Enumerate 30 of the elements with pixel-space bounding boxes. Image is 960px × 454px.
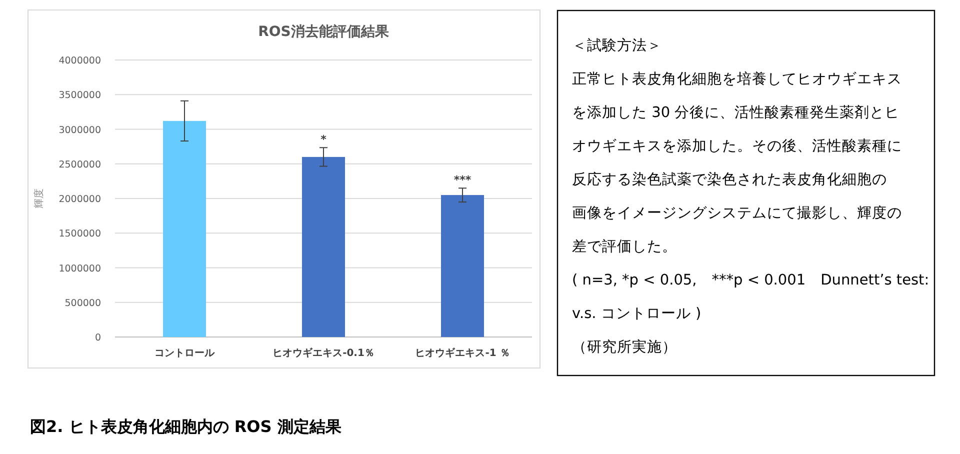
y-tick-label: 3500000 — [58, 90, 101, 102]
y-tick-label: 1500000 — [58, 228, 101, 240]
y-axis-title: 輝度 — [33, 188, 45, 208]
text: 画像をイメージングシステムにて撮影し、輝度の — [572, 204, 902, 222]
text: オウギエキスを添加した。その後、活性酸素種に — [572, 138, 902, 154]
x-tick-label: ヒオウギエキス-1 ％ — [415, 347, 510, 359]
bar — [302, 156, 345, 337]
text: 反応する染色試薬で染色された表皮角化細胞の — [572, 171, 887, 188]
x-tick-label: コントロール — [154, 348, 216, 359]
bar — [163, 120, 206, 337]
y-tick-label: 1000000 — [58, 263, 101, 274]
y-tick-label: 4000000 — [58, 56, 101, 66]
y-tick-label: 500000 — [64, 298, 101, 309]
y-tick-label: 3000000 — [58, 124, 101, 136]
y-tick-label: 2000000 — [58, 194, 101, 205]
annotation: *** — [454, 173, 472, 186]
text: を添加した 30 分後に、活性酸素種発生薬剤とヒ — [572, 104, 900, 121]
bar — [441, 195, 484, 337]
annotation: * — [320, 133, 327, 146]
text: ( n=3, *p < 0.05, ***p < 0.001 Dunnett’s test: — [572, 272, 930, 288]
y-tick-label: 0 — [94, 332, 101, 344]
text: v.s. コントロール ) — [572, 306, 702, 322]
text: （研究所実施） — [572, 338, 677, 356]
x-tick-label: ヒオウギエキス-0.1％ — [272, 347, 374, 359]
text: 差で評価した。 — [572, 238, 677, 255]
chart-title: ROS消去能評価結果 — [258, 23, 390, 40]
y-tick-label: 2500000 — [58, 159, 101, 170]
text: 正常ヒト表皮角化細胞を培養してヒオウギエキス — [572, 70, 902, 88]
caption: 図2. ヒト表皮角化細胞内の ROS 測定結果 — [30, 417, 342, 436]
text: ＜試験方法＞ — [572, 37, 662, 54]
